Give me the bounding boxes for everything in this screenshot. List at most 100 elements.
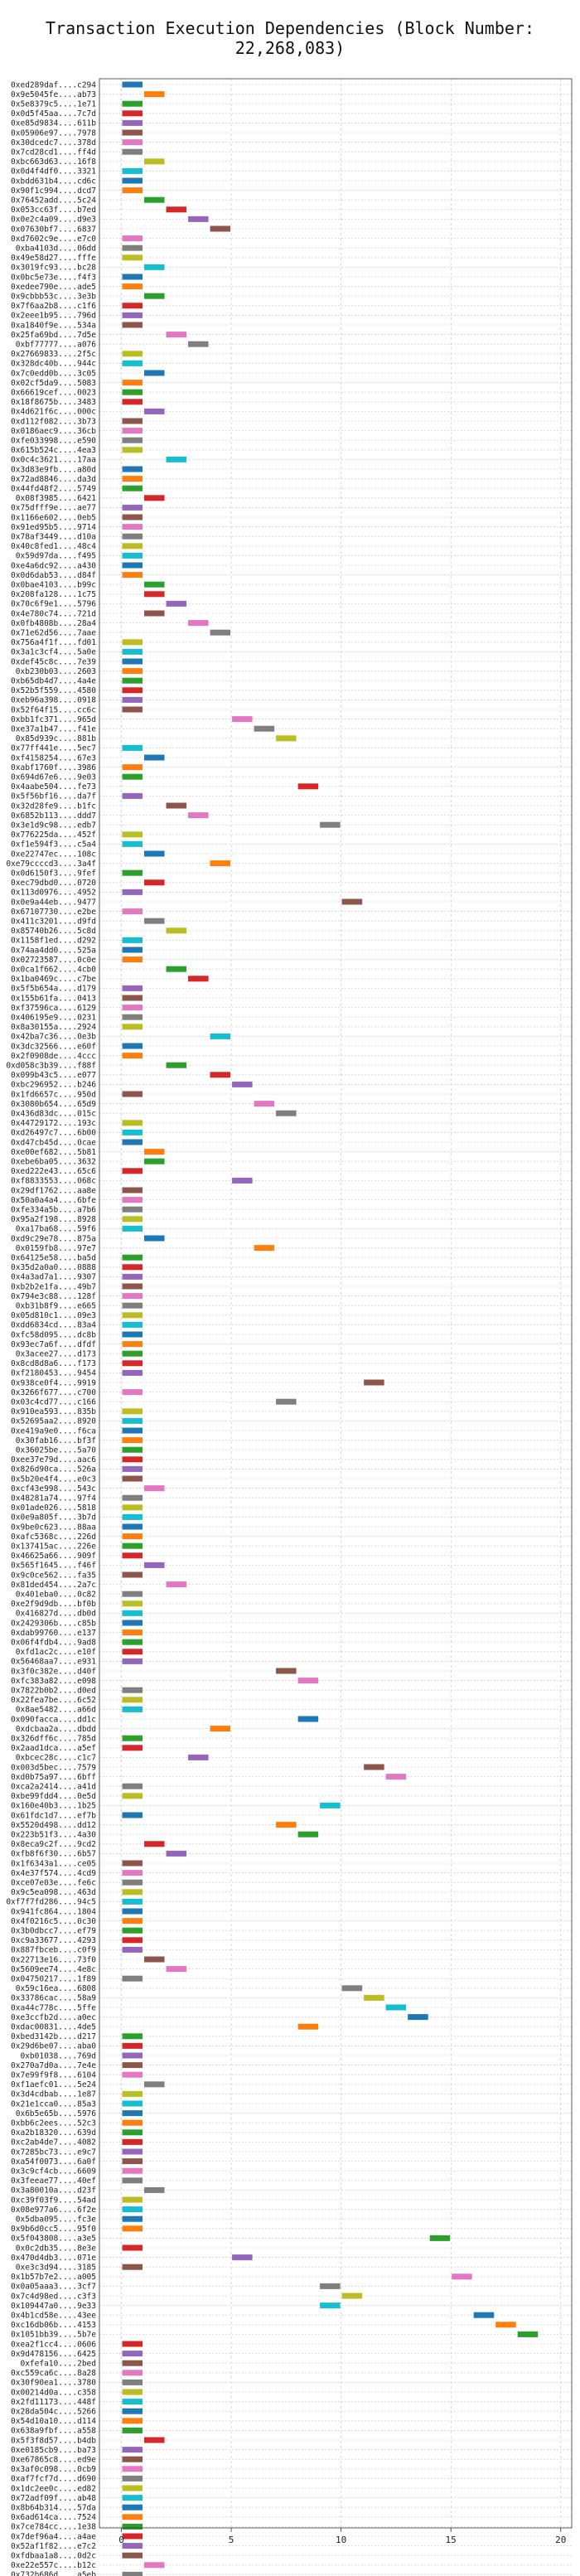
- y-tick-label: 0x30dcedc7....378d: [11, 138, 96, 148]
- y-tick-label: 0xd058c3b39....f88f: [6, 1062, 96, 1071]
- dependency-bar: [122, 1552, 143, 1559]
- dependency-bar: [122, 1216, 143, 1223]
- y-tick-label: 0x941fc864....1804: [11, 1907, 96, 1916]
- dependency-bar: [122, 2215, 143, 2222]
- dependency-bar: [122, 447, 143, 453]
- y-tick-label: 0x5f56bf16....da7f: [11, 792, 96, 801]
- dependency-bar: [122, 2138, 143, 2145]
- dependency-bar: [144, 293, 165, 299]
- y-tick-label: 0x0bae4103....b99c: [11, 581, 96, 590]
- y-tick-label: 0xec79dbd0....0720: [11, 879, 96, 888]
- y-tick-label: 0x0e2c4a09....d9e3: [11, 215, 96, 225]
- y-tick-label: 0xc39f03f9....54ad: [11, 2196, 96, 2205]
- dependency-bar: [122, 2514, 143, 2520]
- dependency-bar: [144, 2437, 165, 2443]
- dependency-bar: [122, 2341, 143, 2347]
- y-tick-label: 0x776225da....452f: [11, 830, 96, 840]
- y-tick-label: 0xdef45c8c....7e39: [11, 657, 96, 666]
- y-tick-label: 0xafc5368c....226d: [11, 1533, 96, 1542]
- dependency-bar: [122, 1360, 143, 1367]
- dependency-bar: [144, 879, 165, 886]
- y-tick-label: 0x85740b26....5c8d: [11, 927, 96, 936]
- y-tick-label: 0x270a7d0a....7e4e: [11, 2061, 96, 2070]
- y-tick-label: 0x1166e602....0eb5: [11, 513, 96, 522]
- dependency-bar: [122, 1918, 143, 1925]
- y-tick-label: 0xfc383a82....e098: [11, 1677, 96, 1686]
- y-tick-label: 0x00214d0a....c358: [11, 2388, 96, 2397]
- dependency-bar: [122, 648, 143, 655]
- dependency-bar: [408, 2014, 428, 2021]
- y-tick-label: 0x8b64b314....57da: [11, 2504, 96, 2513]
- x-tick-label: 10: [336, 2535, 346, 2545]
- y-tick-label: 0x9be0c623....88aa: [11, 1523, 96, 1532]
- dependency-bar: [385, 2004, 407, 2011]
- y-tick-label: 0xb65db4d7....4a4e: [11, 677, 96, 686]
- dependency-bar: [122, 2495, 143, 2501]
- dependency-bar: [122, 1456, 143, 1463]
- dependency-bar: [122, 2148, 143, 2155]
- dependency-bar: [188, 215, 209, 222]
- y-tick-label: 0xa54f0073....6a0f: [11, 2157, 96, 2167]
- dependency-bar: [122, 533, 143, 540]
- y-tick-label: 0x436d83dc....015c: [11, 1110, 96, 1119]
- y-tick-label: 0x794e3c88....128f: [11, 1292, 96, 1301]
- y-tick-label: 0x64125e58....ba5d: [11, 1254, 96, 1263]
- dependency-bar: [122, 167, 143, 174]
- y-tick-label: 0xdd6834cd....83a4: [11, 1321, 96, 1330]
- dependency-bar: [188, 620, 209, 627]
- dependency-bar: [122, 1389, 143, 1396]
- y-tick-label: 0x29d6be07....aba0: [11, 2042, 96, 2051]
- dependency-bar: [122, 303, 143, 309]
- y-tick-label: 0xbcec28c....c1c7: [16, 1754, 96, 1763]
- y-tick-label: 0x0a05aaa3....3cf7: [11, 2283, 96, 2292]
- y-tick-label: 0x90f1c994....dcd7: [11, 186, 96, 196]
- y-tick-label: 0xbb6c2ees....52c3: [11, 2119, 96, 2128]
- dependency-bar: [144, 408, 165, 414]
- dependency-bar: [122, 2418, 143, 2424]
- dependency-bar: [122, 840, 143, 847]
- y-tick-label: 0x0fb4808b....28a4: [11, 619, 96, 628]
- y-tick-label: 0x85d939c....881b: [16, 734, 97, 743]
- y-tick-label: 0xe3c3d94....3185: [16, 2264, 96, 2273]
- dependency-bar: [122, 1745, 143, 1751]
- dependency-bar: [122, 2158, 143, 2165]
- dependency-bar: [122, 389, 143, 395]
- dependency-bar: [122, 985, 143, 991]
- y-tick-label: 0x08f3985....6421: [16, 494, 97, 503]
- dependency-bar: [122, 1446, 143, 1453]
- y-tick-label: 0xaf7fcf7d....d690: [11, 2475, 96, 2484]
- dependency-bar: [341, 1985, 363, 1992]
- dependency-bar: [122, 1120, 143, 1126]
- dependency-bar: [210, 1033, 231, 1039]
- dependency-bar: [364, 1379, 384, 1386]
- y-tick-label: 0x48281a74....97f4: [11, 1494, 96, 1503]
- dependency-bar: [144, 2186, 165, 2193]
- dependency-bar: [122, 100, 143, 107]
- y-tick-label: 0x81ded454....2a7c: [11, 1581, 96, 1590]
- dependency-bar: [144, 1158, 165, 1165]
- dependency-bar: [144, 264, 165, 270]
- dependency-bar: [122, 2447, 143, 2453]
- y-tick-label: 0x76452add....5c24: [11, 196, 96, 206]
- y-tick-label: 0xc2ab4de7....4082: [11, 2138, 96, 2147]
- dependency-bar: [144, 2562, 165, 2569]
- y-tick-label: 0x78af3449....d10a: [11, 533, 96, 542]
- y-tick-label: 0x0c2db35....8e3e: [16, 2244, 97, 2253]
- y-tick-label: 0x70c6f9e1....5796: [11, 600, 96, 609]
- dependency-bar: [122, 1687, 143, 1693]
- dependency-bar: [122, 1014, 143, 1020]
- dependency-bar: [122, 706, 143, 713]
- y-tick-label: 0x8eca9c2f....9cd2: [11, 1840, 96, 1849]
- dependency-bar: [297, 1831, 319, 1838]
- y-tick-label: 0x3dc32566....e60f: [11, 1042, 96, 1051]
- dependency-bar: [122, 1975, 143, 1982]
- dependency-bar: [122, 1475, 143, 1482]
- dependency-bar: [122, 668, 143, 675]
- y-tick-label: 0x9c0ce562....fa35: [11, 1571, 96, 1580]
- dependency-bar: [122, 1504, 143, 1511]
- y-tick-label: 0xe67865c8....ed9e: [11, 2456, 96, 2465]
- dependency-bar: [122, 2571, 143, 2576]
- dependency-bar: [122, 437, 143, 443]
- dependency-bar: [122, 2119, 143, 2126]
- dependency-bar: [276, 1668, 297, 1674]
